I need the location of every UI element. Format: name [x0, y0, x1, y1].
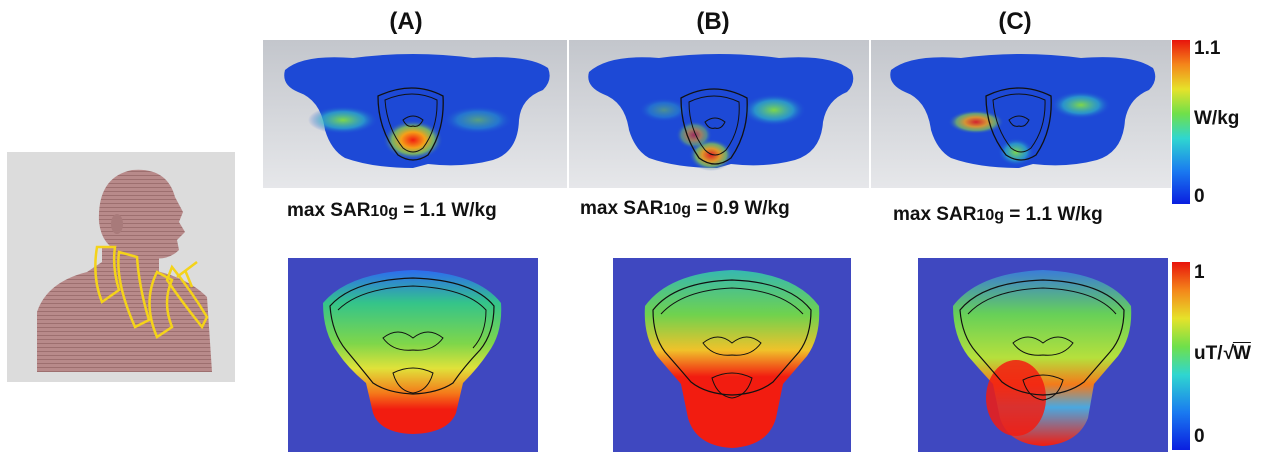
column-label-a: (A) — [389, 8, 423, 35]
head-model-panel — [7, 152, 235, 382]
column-label-c: (C) — [998, 8, 1032, 35]
max-sar-label-b: max SAR10g = 0.9 W/kg — [580, 198, 790, 219]
sar-colorbar-max: 1.1 — [1194, 38, 1221, 59]
b1-map-c — [918, 258, 1168, 452]
sar-colorbar — [1172, 40, 1190, 204]
b1-colorbar-min: 0 — [1194, 426, 1205, 447]
b1-colorbar-max: 1 — [1194, 262, 1205, 283]
head-model-image — [37, 169, 212, 372]
sar-colorbar-unit: W/kg — [1194, 108, 1240, 129]
sar-colorbar-min: 0 — [1194, 186, 1205, 207]
column-label-b: (B) — [696, 8, 730, 35]
b1-map-b — [613, 258, 851, 452]
sar-map-b — [569, 40, 869, 188]
sar-map-c — [871, 40, 1171, 188]
max-sar-label-a: max SAR10g = 1.1 W/kg — [287, 200, 497, 221]
sar-map-a — [263, 40, 567, 188]
b1-colorbar — [1172, 262, 1190, 450]
max-sar-label-c: max SAR10g = 1.1 W/kg — [893, 204, 1103, 225]
b1-colorbar-unit: uT/√W — [1194, 343, 1251, 364]
b1-map-a — [288, 258, 538, 452]
coil-outline — [94, 245, 209, 339]
